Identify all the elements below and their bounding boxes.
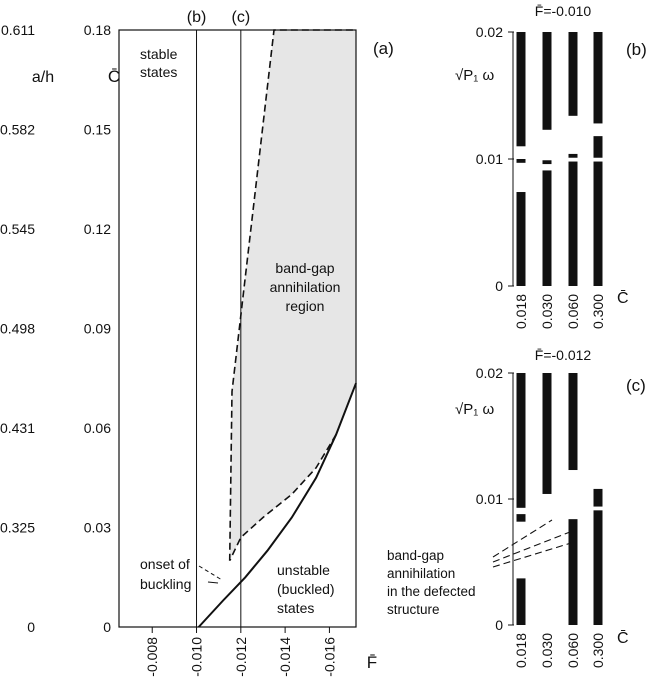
y-tick-label: 0.15 <box>84 122 111 138</box>
panel-b-band-bar <box>593 136 603 158</box>
defect-annotation-3: in the defected <box>387 584 476 599</box>
defect-annotation-4: structure <box>387 602 440 617</box>
y-axis-label: C̄ <box>108 67 120 86</box>
defect-leader-line-3 <box>492 542 572 568</box>
vertical-line-label-b: (b) <box>187 9 207 26</box>
panel-b-band-bar <box>516 32 526 147</box>
x-axis-label: F̄ <box>367 653 377 672</box>
region-label-1: band-gap <box>275 260 334 276</box>
x-tick-label: -0.008 <box>144 637 160 677</box>
unstable-label-1: unstable <box>277 562 330 578</box>
region-label-3: region <box>286 298 325 314</box>
panel-label-a: (a) <box>373 39 394 58</box>
panel-b-band-bar <box>568 32 578 116</box>
unstable-label-2: (buckled) <box>277 581 335 597</box>
panel-a: (b) (c) 0 0.03 0.06 0.09 0.12 0.15 0.18 0 0.325 0… <box>0 9 394 677</box>
y-tick-label: 0.09 <box>84 321 111 337</box>
y-tick-label: 0.18 <box>84 22 111 38</box>
onset-label-2: buckling <box>140 576 191 592</box>
panel-b-y-tick-label: 0 <box>495 278 503 294</box>
secondary-y-tick-label: 0.582 <box>0 122 35 138</box>
x-tick-label: -0.016 <box>321 637 337 677</box>
onset-leader-line-2 <box>207 581 219 584</box>
panel-c-band-bar <box>516 373 526 508</box>
stable-states-label: stable <box>140 46 178 62</box>
unstable-label-3: states <box>277 600 314 616</box>
panel-c-band-bar <box>516 578 526 625</box>
panel-b-band-bar <box>542 170 552 286</box>
panel-b-x-tick-label: 0.018 <box>513 294 529 329</box>
panel-b-x-tick-label: 0.060 <box>565 294 581 329</box>
secondary-y-tick-label: 0.325 <box>0 520 35 536</box>
defect-leader-line-1 <box>492 519 553 558</box>
panel-b-xlabel: C̄ <box>617 290 629 307</box>
panel-c-x-tick-label: 0.300 <box>590 633 606 668</box>
panel-c-x-tick-label: 0.060 <box>565 633 581 668</box>
onset-label-1: onset of <box>140 556 190 572</box>
y-tick-label: 0.06 <box>84 420 111 436</box>
panel-b-title: F̄=-0.010 <box>535 3 592 19</box>
panel-b-band-bar <box>516 159 526 163</box>
secondary-y-axis-label: a/h <box>32 69 54 86</box>
secondary-y-tick-label: 0.498 <box>0 321 35 337</box>
panel-b-x-tick-label: 0.030 <box>539 294 555 329</box>
region-label-2: annihilation <box>270 279 341 295</box>
panel-c-band-bar <box>568 373 578 471</box>
panel-b-band-bar <box>542 160 552 165</box>
panel-c-y-tick-label: 0.02 <box>476 365 503 381</box>
secondary-y-tick-label: 0.545 <box>0 221 35 237</box>
panel-c-title: F̄=-0.012 <box>535 347 592 363</box>
panel-b-band-bar <box>516 192 526 286</box>
panel-b-band-bar <box>542 32 552 130</box>
panel-c-ylabel: √P₁ ω <box>455 401 494 418</box>
panel-b-y-tick-label: 0.01 <box>476 151 503 167</box>
panel-c-y-tick-label: 0 <box>495 617 503 633</box>
vertical-line-label-c: (c) <box>231 9 250 26</box>
panel-c: 0 0.01 0.02 0.018 0.030 0.060 0.300 F̄=-0.012… <box>387 347 646 668</box>
panel-c-band-bar <box>568 519 578 625</box>
panel-b-band-bar <box>568 161 578 286</box>
stable-states-label-2: states <box>140 64 177 80</box>
secondary-y-tick-label: 0 <box>27 619 35 635</box>
panel-c-band-bar <box>516 514 526 522</box>
defect-annotation-1: band-gap <box>387 548 444 563</box>
plot-frame-a <box>118 29 357 628</box>
panel-c-band-bar <box>542 373 552 494</box>
panel-c-y-tick-label: 0.01 <box>476 491 503 507</box>
x-tick-label: -0.014 <box>277 637 293 677</box>
panel-label-b: (b) <box>626 40 647 59</box>
y-tick-label: 0.03 <box>84 520 111 536</box>
panel-b-y-tick-label: 0.02 <box>476 24 503 40</box>
secondary-y-tick-label: 0.611 <box>1 22 35 38</box>
panel-b-band-bar <box>593 161 603 286</box>
defect-leader-line-2 <box>492 531 571 563</box>
panel-c-xlabel: C̄ <box>617 630 629 647</box>
defect-annotation-2: annihilation <box>387 566 455 581</box>
secondary-y-tick-label: 0.431 <box>0 420 35 436</box>
x-tick-label: -0.010 <box>189 637 205 677</box>
panel-c-band-bar <box>593 510 603 625</box>
annihilation-region <box>229 30 356 561</box>
panel-c-x-tick-label: 0.018 <box>513 633 529 668</box>
panel-b-x-tick-label: 0.300 <box>590 294 606 329</box>
y-tick-label: 0.12 <box>84 221 111 237</box>
panel-c-x-tick-label: 0.030 <box>539 633 555 668</box>
panel-b: 0 0.01 0.02 0.018 0.030 0.060 0.300 F̄=-0.010… <box>455 3 647 329</box>
panel-c-band-bar <box>593 488 603 507</box>
panel-label-c: (c) <box>626 376 646 395</box>
x-tick-label: -0.012 <box>233 637 249 677</box>
panel-b-band-bar <box>593 32 603 124</box>
panel-b-ylabel: √P₁ ω <box>455 67 494 84</box>
panel-b-band-bar <box>568 153 578 158</box>
y-tick-label: 0 <box>103 619 111 635</box>
onset-leader-line <box>198 565 223 581</box>
stability-boundary-curve <box>197 382 357 628</box>
